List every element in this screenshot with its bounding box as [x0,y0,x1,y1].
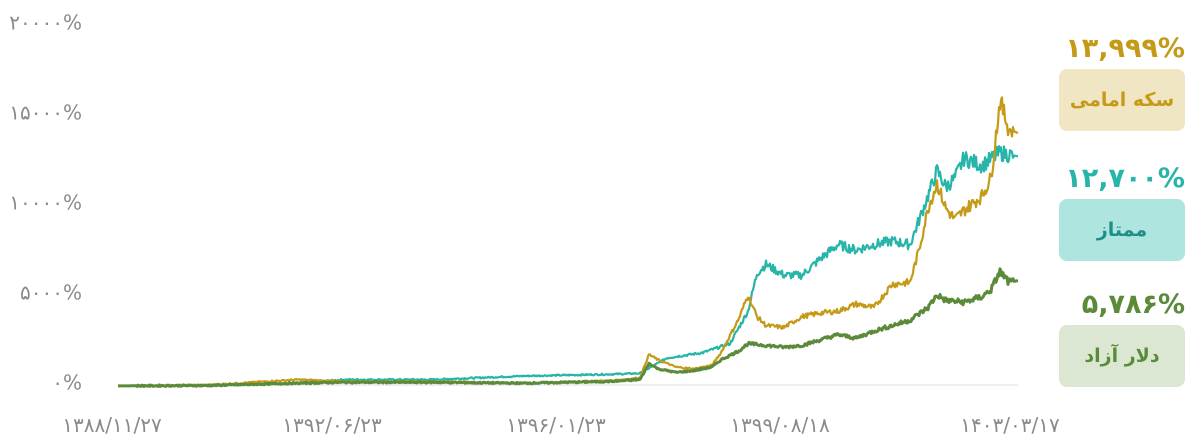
y-tick-label: ۵۰۰۰% [20,281,82,305]
x-axis: ۱۳۸۸/۱۱/۲۷ ۱۳۹۲/۰۶/۲۳ ۱۳۹۶/۰۱/۲۳ ۱۳۹۹/۰۸/۱۸… [62,413,1060,437]
legend-free-dollar: ۵,۷۸۶% دلار آزاد [1059,289,1185,387]
x-tick-label: ۱۴۰۳/۰۳/۱۷ [960,413,1060,437]
y-tick-label: ۰% [52,371,82,395]
legend-label-badge: ممتاز [1059,199,1185,261]
y-axis: ۲۰۰۰۰% ۱۵۰۰۰% ۱۰۰۰۰% ۵۰۰۰% ۰% [9,11,82,395]
y-tick-label: ۱۰۰۰۰% [9,191,82,215]
y-tick-label: ۱۵۰۰۰% [9,101,82,125]
legend-momtaz: ۱۲,۷۰۰% ممتاز [1059,163,1185,261]
y-tick-label: ۲۰۰۰۰% [9,11,82,35]
x-tick-label: ۱۳۹۹/۰۸/۱۸ [730,413,830,437]
legend-label-badge: دلار آزاد [1059,325,1185,387]
x-tick-label: ۱۳۸۸/۱۱/۲۷ [62,413,162,437]
series-layer [117,96,1019,388]
x-tick-label: ۱۳۹۲/۰۶/۲۳ [282,413,382,437]
legend-value: ۱۲,۷۰۰% [1065,163,1185,194]
series-line-dollar [117,267,1019,388]
legend-sonnat-coin: ۱۳,۹۹۹% سکه امامی [1059,33,1185,131]
legend-value: ۵,۷۸۶% [1081,289,1185,320]
x-tick-label: ۱۳۹۶/۰۱/۲۳ [506,413,606,437]
series-line-momtaz [117,145,1019,388]
legend-value: ۱۳,۹۹۹% [1065,33,1185,64]
legend-label-badge: سکه امامی [1059,69,1185,131]
